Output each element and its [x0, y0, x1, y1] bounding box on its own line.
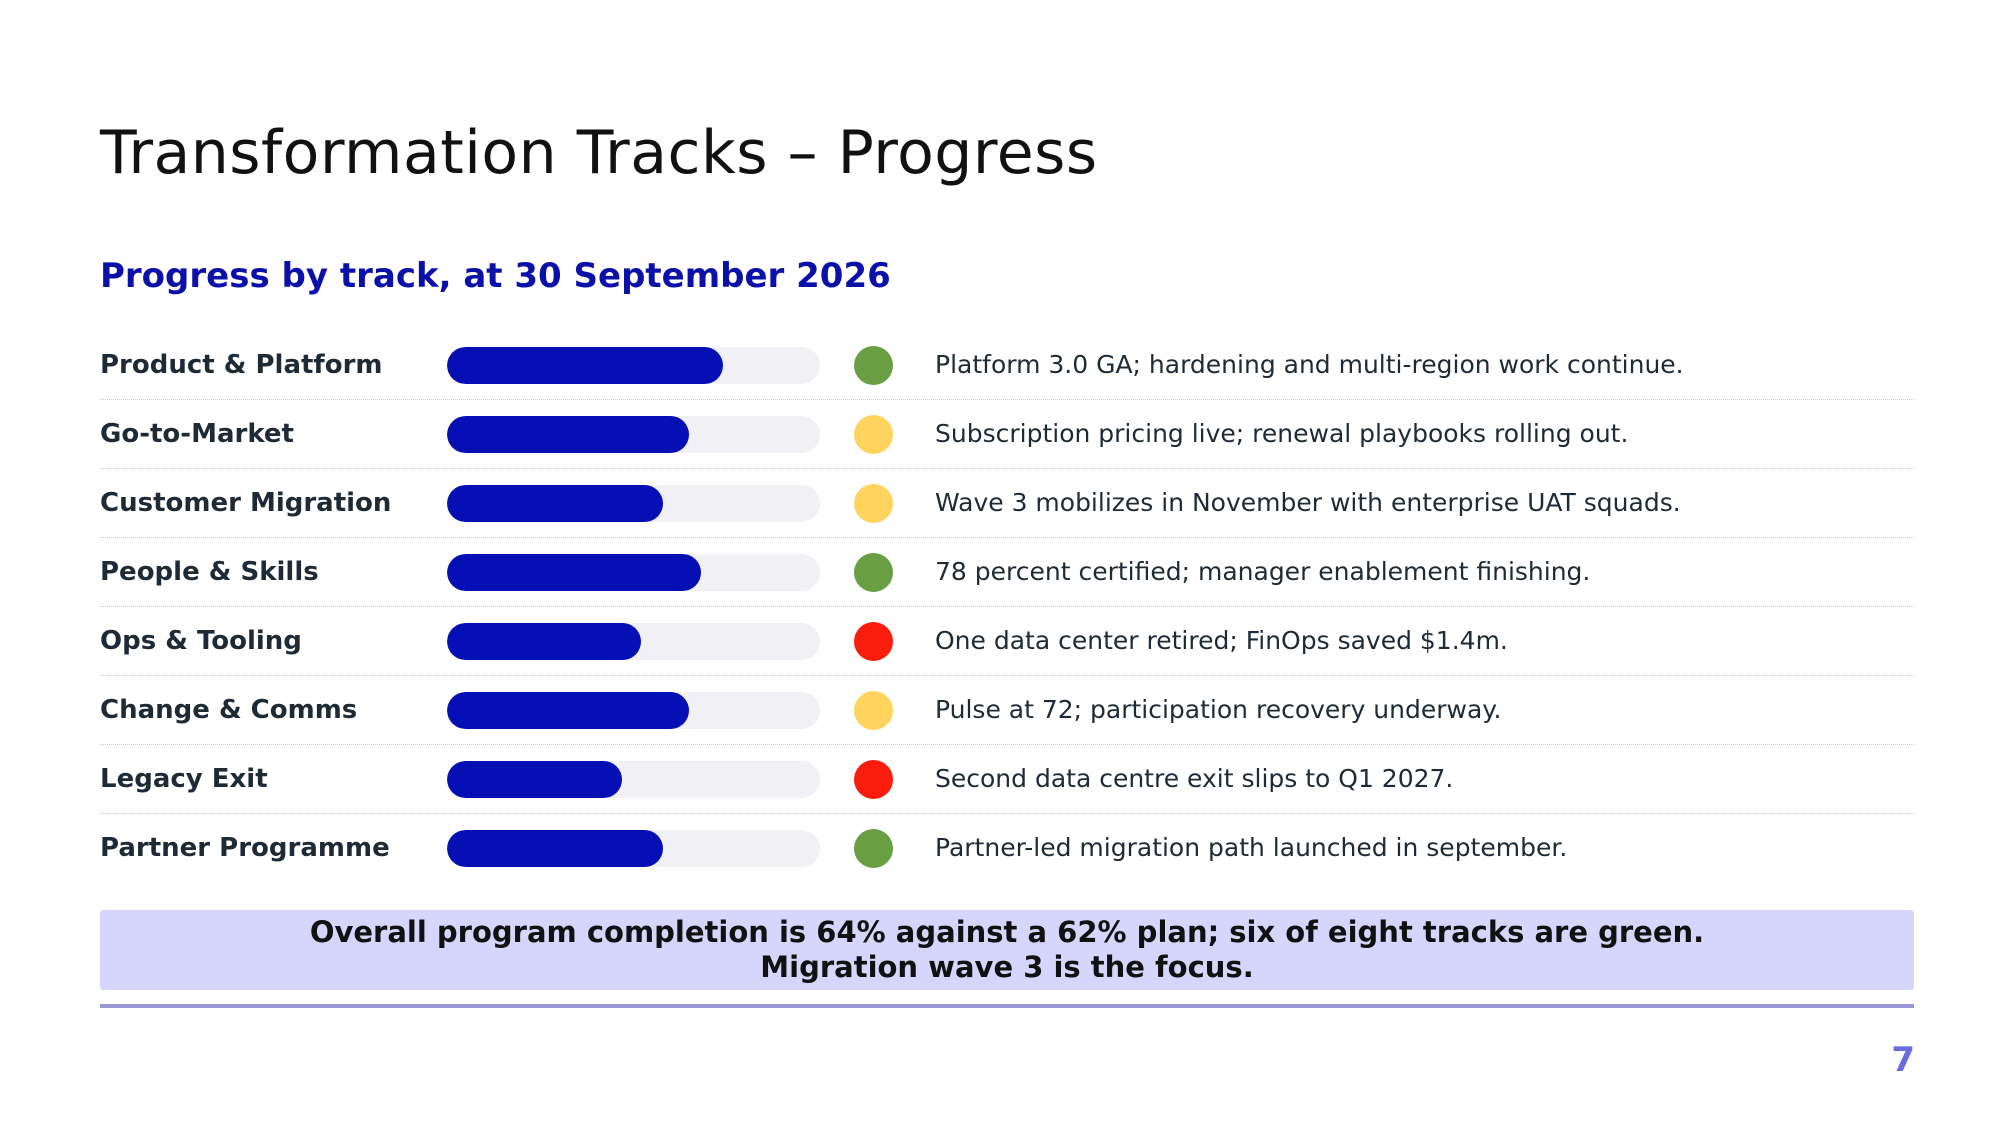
progress-bar-fill: [447, 485, 664, 522]
track-note: One data center retired; FinOps saved $1…: [935, 626, 1508, 655]
track-name: People & Skills: [100, 557, 319, 587]
track-row: Partner Programme Partner-led migration …: [100, 814, 1914, 883]
slide-title: Transformation Tracks – Progress: [100, 118, 1098, 188]
status-indicator: [854, 622, 893, 661]
track-name: Ops & Tooling: [100, 626, 302, 656]
track-note: Subscription pricing live; renewal playb…: [935, 419, 1629, 448]
track-name: Go-to-Market: [100, 419, 294, 449]
track-list: Product & Platform Platform 3.0 GA; hard…: [100, 331, 1914, 883]
status-indicator: [854, 346, 893, 385]
progress-bar: [447, 416, 820, 453]
progress-bar: [447, 830, 820, 867]
summary-line: Migration wave 3 is the focus.: [760, 950, 1254, 984]
track-note: Pulse at 72; participation recovery unde…: [935, 695, 1502, 724]
progress-bar-fill: [447, 692, 690, 729]
track-row: Customer Migration Wave 3 mobilizes in N…: [100, 469, 1914, 538]
track-note: Wave 3 mobilizes in November with enterp…: [935, 488, 1681, 517]
page-number: 7: [1891, 1040, 1915, 1080]
summary-callout: Overall program completion is 64% agains…: [100, 910, 1914, 990]
track-note: Second data centre exit slips to Q1 2027…: [935, 764, 1454, 793]
track-note: Partner-led migration path launched in s…: [935, 833, 1568, 862]
track-row: Ops & Tooling One data center retired; F…: [100, 607, 1914, 676]
track-row: People & Skills 78 percent certified; ma…: [100, 538, 1914, 607]
track-name: Product & Platform: [100, 350, 383, 380]
track-name: Change & Comms: [100, 695, 358, 725]
track-row: Legacy Exit Second data centre exit slip…: [100, 745, 1914, 814]
progress-bar-fill: [447, 416, 690, 453]
progress-bar: [447, 554, 820, 591]
progress-bar-fill: [447, 623, 641, 660]
status-indicator: [854, 760, 893, 799]
status-indicator: [854, 415, 893, 454]
slide-subtitle: Progress by track, at 30 September 2026: [100, 256, 891, 296]
track-row: Go-to-Market Subscription pricing live; …: [100, 400, 1914, 469]
track-row: Change & Comms Pulse at 72; participatio…: [100, 676, 1914, 745]
track-name: Customer Migration: [100, 488, 392, 518]
track-note: Platform 3.0 GA; hardening and multi-reg…: [935, 350, 1684, 379]
progress-bar-fill: [447, 830, 664, 867]
track-row: Product & Platform Platform 3.0 GA; hard…: [100, 331, 1914, 400]
track-name: Legacy Exit: [100, 764, 268, 794]
progress-bar: [447, 761, 820, 798]
progress-bar: [447, 485, 820, 522]
track-note: 78 percent certified; manager enablement…: [935, 557, 1591, 586]
progress-bar-fill: [447, 347, 724, 384]
progress-bar: [447, 623, 820, 660]
progress-bar: [447, 692, 820, 729]
progress-bar-fill: [447, 761, 623, 798]
status-indicator: [854, 553, 893, 592]
status-indicator: [854, 484, 893, 523]
status-indicator: [854, 829, 893, 868]
divider: [100, 1004, 1914, 1008]
progress-bar: [447, 347, 820, 384]
progress-bar-fill: [447, 554, 701, 591]
summary-line: Overall program completion is 64% agains…: [309, 915, 1705, 949]
track-name: Partner Programme: [100, 833, 390, 863]
status-indicator: [854, 691, 893, 730]
